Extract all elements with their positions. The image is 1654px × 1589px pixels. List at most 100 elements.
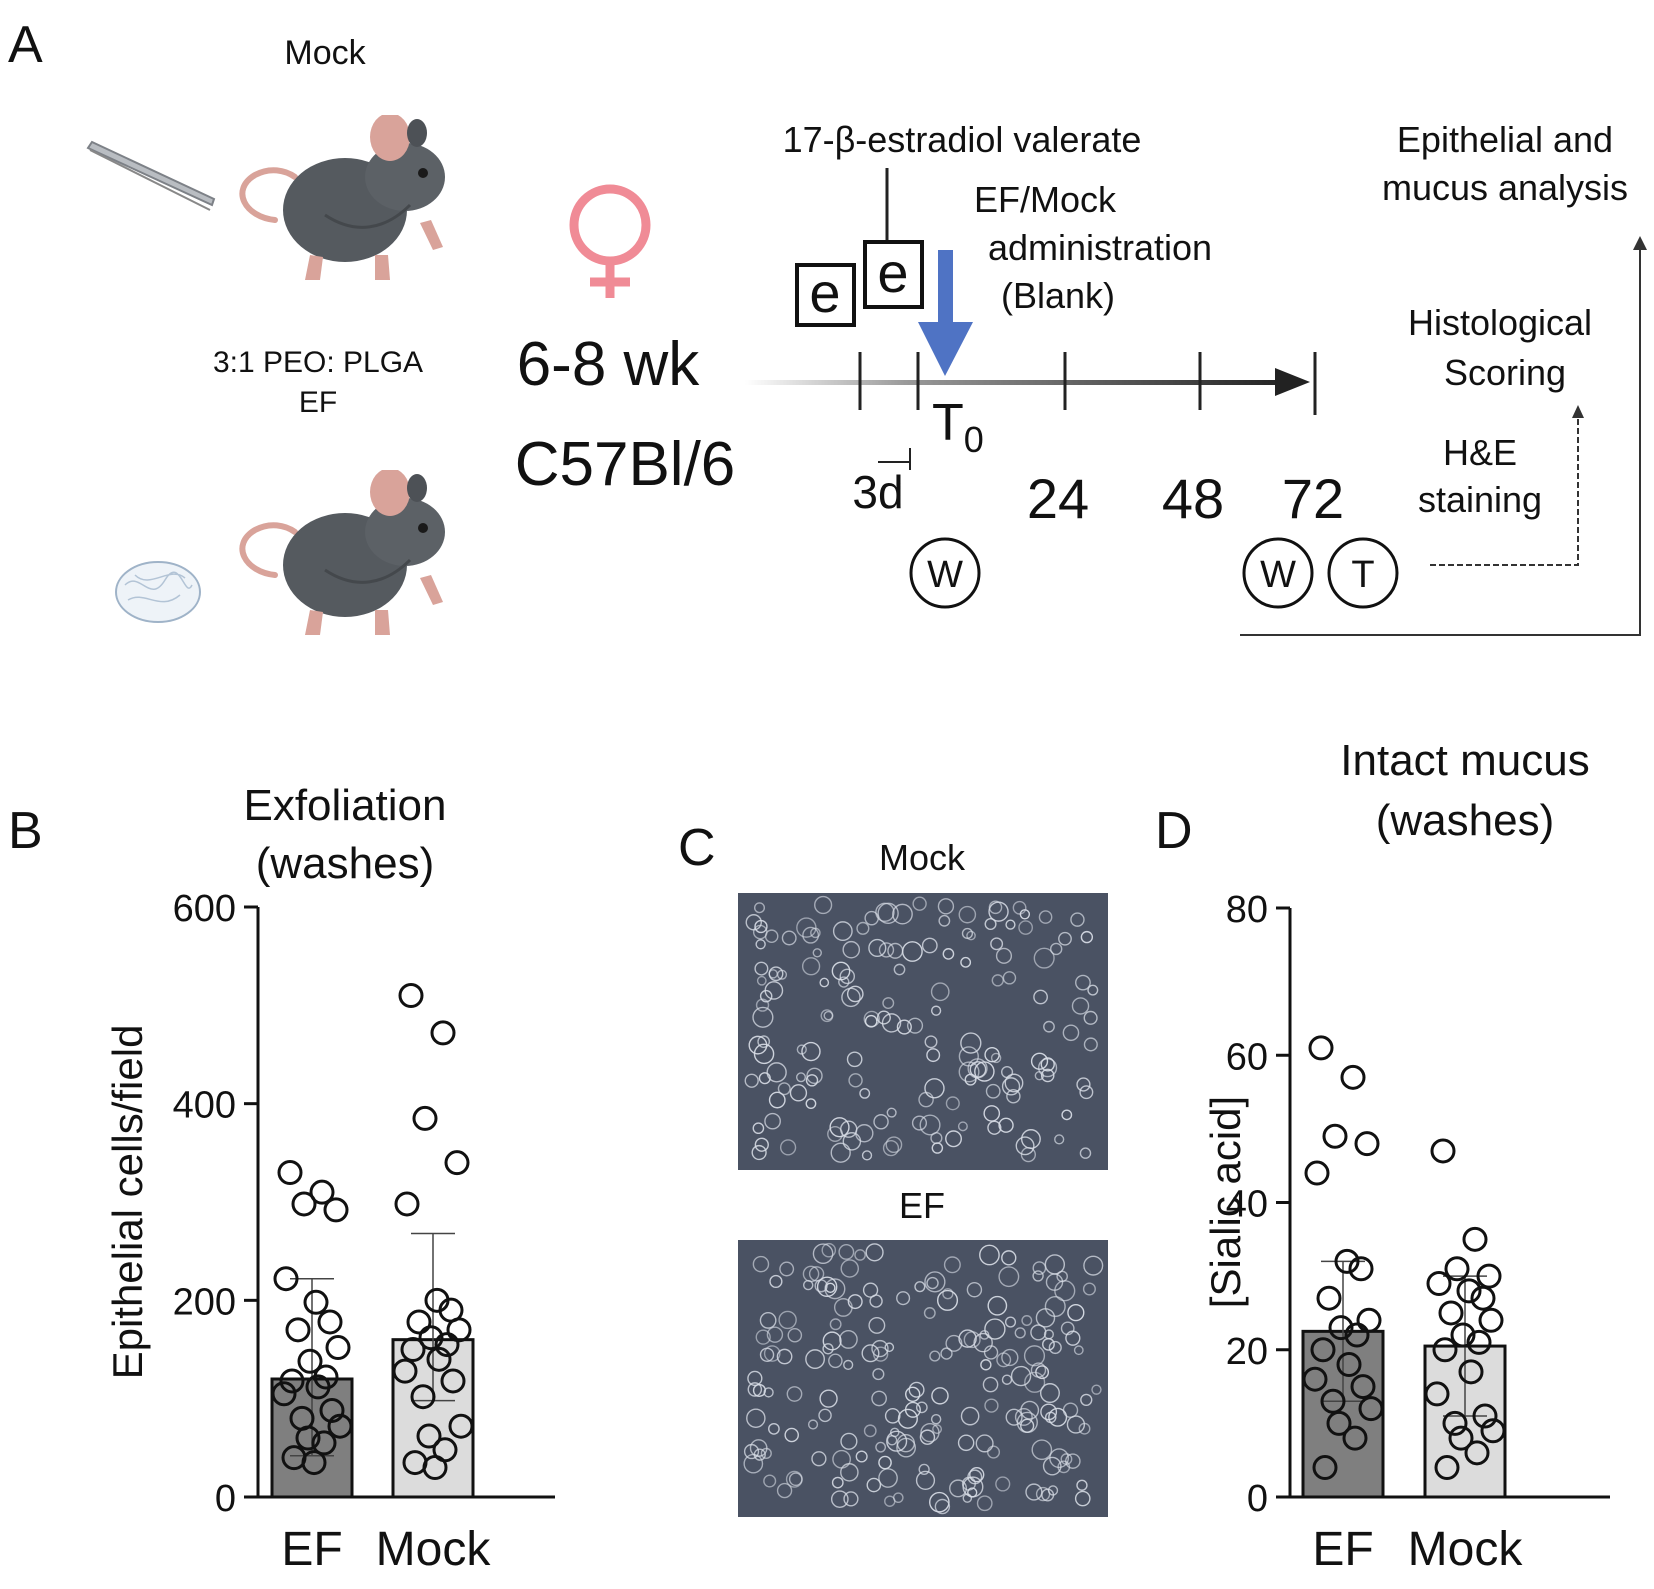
cell-mark <box>945 1334 963 1352</box>
chart-sialic-acid: Intact mucus (washes) [Sialic acid] 0 20 40 60… <box>1202 736 1610 1576</box>
cell-mark <box>831 961 851 981</box>
cell-mark <box>829 1318 842 1331</box>
cell-mark <box>957 1121 968 1132</box>
cell-mark <box>784 1427 799 1443</box>
data-point <box>394 1191 420 1217</box>
data-point <box>277 1160 303 1185</box>
cell-mark <box>846 985 864 1003</box>
chart-title-line1: Intact mucus <box>1340 736 1589 785</box>
x-tick-label: EF <box>281 1523 342 1576</box>
cell-mark <box>753 1043 775 1065</box>
cell-mark <box>776 1348 793 1365</box>
data-point <box>410 1384 436 1410</box>
data-point <box>291 1191 317 1217</box>
timepoint-24: 24 <box>1027 467 1089 530</box>
cell-mark <box>786 1386 803 1402</box>
cell-mark <box>998 1117 1014 1133</box>
cell-mark <box>811 1451 827 1467</box>
t0-label: T0 <box>932 394 984 460</box>
cell-mark <box>839 1330 858 1349</box>
cell-mark <box>832 921 853 942</box>
timeline-arrowhead <box>1275 368 1310 396</box>
cell-mark <box>976 1495 993 1512</box>
cell-mark <box>1016 1411 1038 1434</box>
cell-mark <box>861 1150 873 1161</box>
cell-mark <box>1020 1146 1036 1163</box>
cell-mark <box>866 1477 882 1493</box>
cell-mark <box>1080 930 1094 944</box>
micrograph-ef-label: EF <box>899 1185 945 1226</box>
micrograph-ef-image <box>738 1240 1108 1517</box>
cell-mark <box>1058 931 1072 946</box>
estradiol-dose-1: e <box>795 261 856 327</box>
data-point <box>426 1346 452 1372</box>
cell-mark <box>882 1139 900 1157</box>
cell-mark <box>1082 1282 1096 1296</box>
data-point <box>279 1368 305 1394</box>
cell-mark <box>840 1259 859 1278</box>
cell-mark <box>934 1498 951 1515</box>
cell-mark <box>1076 1077 1091 1092</box>
cell-mark <box>945 1130 962 1148</box>
cell-mark <box>1040 1057 1055 1072</box>
cell-mark <box>915 1470 936 1490</box>
cell-mark <box>1031 1439 1053 1461</box>
cell-mark <box>829 1117 850 1138</box>
cell-mark <box>930 1005 942 1016</box>
cell-mark <box>1079 1085 1094 1100</box>
data-point <box>1336 1351 1362 1377</box>
cell-mark <box>819 1389 838 1408</box>
cell-mark <box>886 1434 898 1446</box>
cell-mark <box>1078 1422 1091 1435</box>
data-point <box>285 1317 311 1343</box>
cell-mark <box>861 1344 880 1363</box>
cell-mark <box>816 1276 838 1298</box>
cell-mark <box>753 1448 766 1461</box>
cell-mark <box>824 1278 846 1300</box>
cell-mark <box>752 1255 770 1273</box>
cell-mark <box>1032 1270 1044 1282</box>
cell-mark <box>872 1368 885 1381</box>
cell-mark <box>747 1382 763 1397</box>
histology-line1: Histological <box>1408 302 1592 343</box>
data-point <box>295 1425 321 1451</box>
wash-marker-text: W <box>927 554 963 596</box>
cell-mark <box>969 1466 985 1483</box>
cell-mark <box>912 896 927 911</box>
cell-mark <box>886 1430 908 1452</box>
cell-mark <box>924 1271 946 1293</box>
cell-mark <box>763 1387 774 1398</box>
t0-main: T <box>932 394 964 452</box>
panel-label-d: D <box>1155 802 1193 860</box>
data-point <box>1448 1425 1474 1451</box>
cell-mark <box>929 1350 941 1362</box>
cell-mark <box>991 974 1004 987</box>
cell-mark <box>1067 1304 1085 1322</box>
data-point <box>1322 1123 1348 1149</box>
cell-mark <box>1033 989 1048 1005</box>
data-point <box>311 1430 337 1456</box>
cell-mark <box>983 1105 1001 1122</box>
cell-mark <box>766 1062 787 1083</box>
cell-mark <box>757 1035 771 1049</box>
cell-mark <box>1014 1407 1033 1426</box>
data-point <box>1464 1440 1490 1466</box>
strain-label: C57Bl/6 <box>515 430 736 499</box>
cell-mark <box>789 1084 808 1102</box>
cell-mark <box>842 940 861 959</box>
data-point <box>1444 1256 1470 1282</box>
cell-mark <box>1071 997 1090 1015</box>
cell-mark <box>743 1453 764 1474</box>
data-point <box>392 1358 418 1384</box>
cell-mark <box>754 1137 769 1152</box>
cell-mark <box>755 939 766 950</box>
data-point <box>434 1332 460 1358</box>
data-point <box>1302 1366 1328 1392</box>
y-tick-label: 20 <box>1226 1331 1268 1373</box>
data-point <box>273 1266 299 1292</box>
cell-mark <box>862 1282 879 1298</box>
cell-mark <box>1047 1485 1059 1496</box>
cell-mark <box>960 1406 980 1426</box>
data-point <box>271 1381 297 1407</box>
